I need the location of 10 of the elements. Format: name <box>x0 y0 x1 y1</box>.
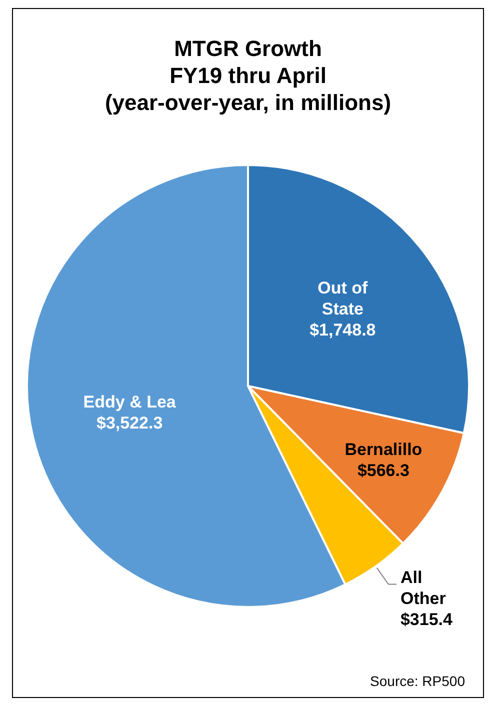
data-label: $3,522.3 <box>96 414 163 433</box>
slice-label: All Other <box>400 568 446 608</box>
slice-label: Bernalillo <box>344 440 422 459</box>
slice-label: Eddy & Lea <box>83 392 176 412</box>
source-note: Source: RP500 <box>370 673 465 689</box>
data-label: $315.4 <box>400 610 454 629</box>
data-label: $566.3 <box>357 460 410 480</box>
slice-label: Out of State <box>318 278 368 318</box>
data-label: $1,748.8 <box>310 320 376 340</box>
chart-title: MTGR Growth FY19 thru April (year-over-year, in millions) <box>104 35 392 116</box>
